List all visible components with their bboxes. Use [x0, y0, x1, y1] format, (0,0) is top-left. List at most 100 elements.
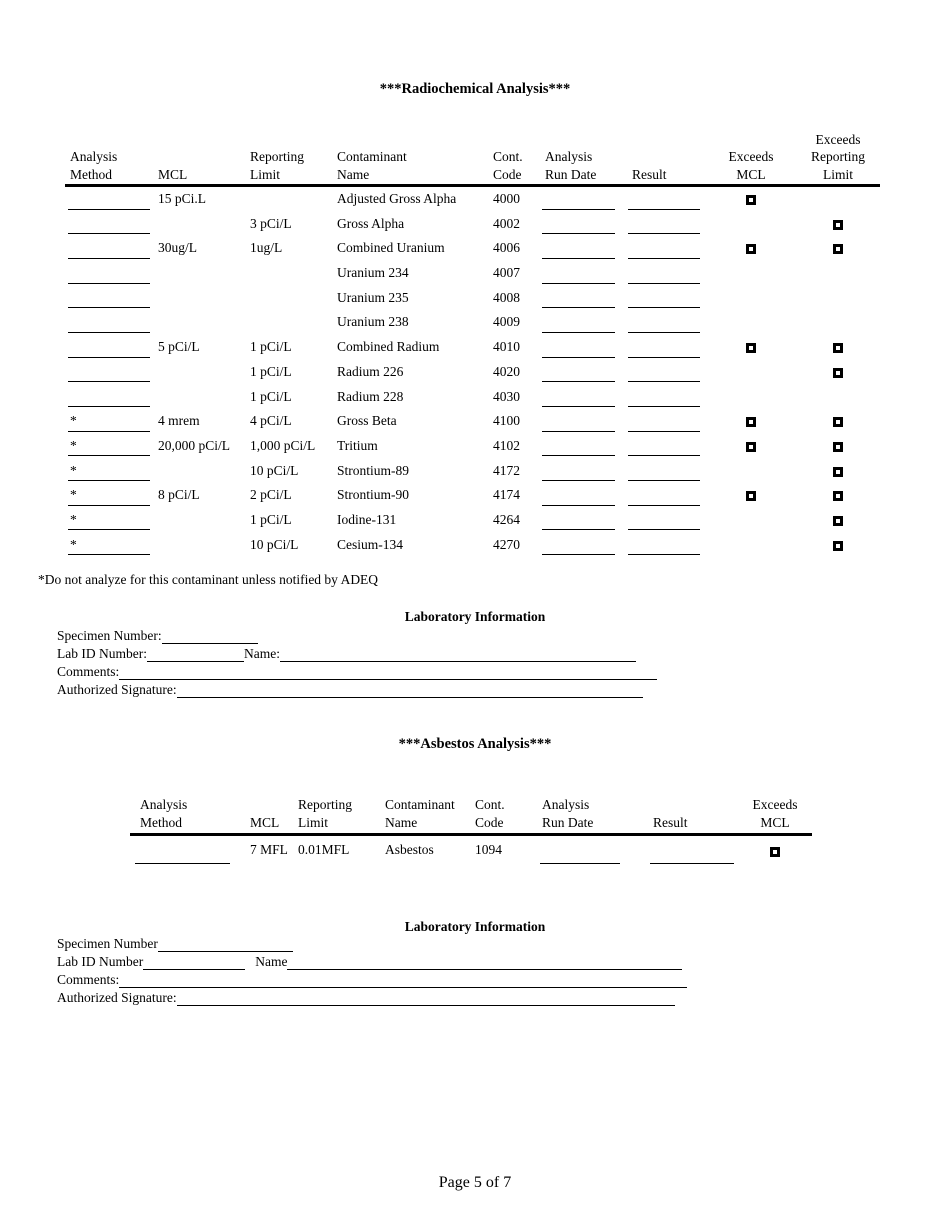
result-field — [628, 455, 700, 457]
result-field — [628, 480, 700, 482]
analysis-run-date-field — [542, 480, 615, 482]
mcl-value: 20,000 pCi/L — [158, 437, 231, 453]
exceeds-reporting-limit-checkbox — [833, 466, 843, 477]
contaminant-name: Iodine-131 — [337, 511, 397, 527]
contaminant-name: Uranium 234 — [337, 265, 409, 281]
analysis-method-field — [68, 307, 150, 309]
analysis-run-date-field — [542, 307, 615, 309]
contaminant-code: 4010 — [493, 339, 520, 355]
specimen-number-line: Specimen Number: — [57, 628, 258, 644]
col-header-analysis-run-date: Analysis Run Date — [545, 149, 597, 182]
radiochemical-table-header: Analysis Method MCL Reporting Limit Cont… — [0, 126, 950, 183]
analysis-method-field — [68, 529, 150, 531]
contaminant-code: 4264 — [493, 511, 520, 527]
contaminant-code: 4000 — [493, 191, 520, 206]
exceeds-reporting-limit-checkbox — [833, 417, 843, 428]
col-header-mcl: MCL — [250, 814, 280, 830]
result-field — [628, 430, 700, 432]
analysis-method-field — [68, 455, 150, 457]
exceeds-reporting-limit-checkbox — [833, 219, 843, 230]
analysis-run-date-field — [542, 554, 615, 556]
contaminant-code: 4020 — [493, 363, 520, 379]
asbestos-table-header: Analysis Method MCL Reporting Limit Cont… — [0, 790, 950, 831]
analysis-run-date-field — [542, 233, 615, 235]
table-row: * 4 mrem 4 pCi/L Gross Beta 4100 — [0, 412, 950, 437]
exceeds-mcl-checkbox — [746, 441, 756, 452]
contaminant-name: Radium 226 — [337, 363, 404, 379]
analysis-method-field — [68, 480, 150, 482]
page-number: Page 5 of 7 — [438, 1174, 512, 1191]
analysis-method-field — [68, 381, 150, 383]
do-not-analyze-asterisk: * — [70, 487, 77, 503]
table-row: 1 pCi/L Radium 228 4030 — [0, 388, 950, 413]
mcl-value: 30ug/L — [158, 240, 197, 256]
signature-line: Authorized Signature: — [57, 682, 643, 698]
specimen-number-label: Specimen Number — [57, 936, 158, 951]
lab-id-label: Lab ID Number — [57, 954, 144, 969]
col-header-cont-code: Cont. Code — [475, 797, 505, 830]
lab-name-label: Name: — [243, 646, 280, 661]
contaminant-name: Gross Alpha — [337, 215, 405, 231]
lab-name-field — [287, 956, 683, 970]
asbestos-analysis-title: ***Asbestos Analysis*** — [398, 736, 552, 752]
lab-info-1-heading: Laboratory Information — [404, 609, 546, 624]
contaminant-name: Strontium-90 — [337, 487, 410, 503]
analysis-method-field — [68, 356, 150, 358]
contaminant-code: 4002 — [493, 215, 520, 231]
radiochemical-rows: 15 pCi.L Adjusted Gross Alpha 4000 3 pCi… — [0, 190, 950, 560]
asbestos-row: 7 MFL 0.01MFL Asbestos 1094 — [0, 840, 950, 870]
table-row: 15 pCi.L Adjusted Gross Alpha 4000 — [0, 190, 950, 215]
result-field — [628, 307, 700, 309]
reporting-limit-value: 4 pCi/L — [250, 413, 292, 429]
analysis-run-date-field — [542, 504, 615, 506]
exceeds-reporting-limit-checkbox — [833, 244, 843, 255]
lab-name-label: Name — [255, 954, 288, 969]
specimen-number-label: Specimen Number: — [57, 628, 162, 643]
lab-id-label: Lab ID Number: — [57, 646, 147, 661]
analysis-method-field — [68, 331, 150, 333]
reporting-limit-value: 0.01MFL — [298, 842, 350, 857]
col-header-exceeds-mcl: Exceeds MCL — [752, 797, 798, 830]
analysis-method-field — [68, 504, 150, 506]
do-not-analyze-asterisk: * — [70, 536, 77, 552]
table-row: * 1 pCi/L Iodine-131 4264 — [0, 511, 950, 536]
signature-label: Authorized Signature: — [57, 682, 177, 697]
analysis-method-field — [68, 208, 150, 210]
mcl-value: 5 pCi/L — [158, 339, 200, 355]
table-row: * 10 pCi/L Strontium-89 4172 — [0, 462, 950, 487]
col-header-exceeds-mcl: Exceeds MCL — [728, 149, 774, 182]
result-field — [628, 529, 700, 531]
lab-id-field — [143, 956, 246, 970]
col-header-analysis-method: Analysis Method — [70, 149, 118, 182]
analysis-run-date-field — [542, 406, 615, 407]
contaminant-name: Combined Radium — [337, 339, 440, 355]
signature-field — [176, 992, 675, 1006]
col-header-cont-code: Cont. Code — [493, 149, 523, 182]
analysis-run-date-field — [540, 863, 620, 864]
result-field — [628, 554, 700, 556]
contaminant-code: 4102 — [493, 437, 520, 453]
comments-line: Comments: — [57, 664, 658, 680]
col-header-result: Result — [653, 814, 688, 830]
mcl-value: 7 MFL — [250, 842, 288, 857]
specimen-number-line: Specimen Number — [57, 936, 293, 952]
result-field — [628, 356, 700, 358]
table-row: Uranium 238 4009 — [0, 313, 950, 338]
table-row: Uranium 235 4008 — [0, 289, 950, 314]
exceeds-mcl-checkbox — [746, 417, 756, 428]
analysis-run-date-field — [542, 430, 615, 432]
reporting-limit-value: 1ug/L — [250, 240, 283, 256]
signature-field — [176, 684, 643, 698]
result-field — [628, 233, 700, 235]
exceeds-reporting-limit-checkbox — [833, 441, 843, 452]
contaminant-code: 4174 — [493, 487, 520, 503]
contaminant-name: Cesium-134 — [337, 536, 403, 552]
do-not-analyze-asterisk: * — [70, 437, 77, 453]
result-field — [628, 381, 700, 383]
comments-label: Comments: — [57, 972, 120, 987]
table-row: * 8 pCi/L 2 pCi/L Strontium-90 4174 — [0, 486, 950, 511]
col-header-contaminant-name: Contaminant Name — [337, 149, 407, 182]
mcl-value: 4 mrem — [158, 413, 200, 429]
analysis-method-field — [68, 554, 150, 556]
